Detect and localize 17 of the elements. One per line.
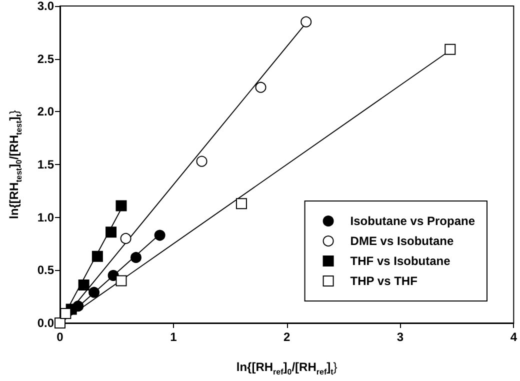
x-tick-label: 3 xyxy=(396,330,404,344)
legend-label: THF vs Isobutane xyxy=(350,254,451,268)
y-tick-label: 1.5 xyxy=(37,158,54,172)
y-tick-label: 3.0 xyxy=(37,0,54,13)
legend-label: Isobutane vs Propane xyxy=(350,214,476,228)
x-tick-label: 0 xyxy=(56,330,64,344)
y-tick-label: 0.5 xyxy=(37,263,54,278)
y-tick-label: 2.5 xyxy=(37,52,54,66)
text: ln{[RHtest]0/[RHtest]t} xyxy=(7,110,24,219)
y-tick-label: 2.0 xyxy=(37,104,54,119)
y-tick-label: 0.0 xyxy=(37,316,54,330)
legend-label: DME vs Isobutane xyxy=(350,234,454,248)
y-tick-label: 1.0 xyxy=(37,210,54,224)
x-tick-label: 4 xyxy=(510,330,518,344)
x-tick-label: 1 xyxy=(170,330,178,344)
legend-label: THP vs THF xyxy=(350,274,418,288)
x-tick-label: 2 xyxy=(283,330,290,344)
